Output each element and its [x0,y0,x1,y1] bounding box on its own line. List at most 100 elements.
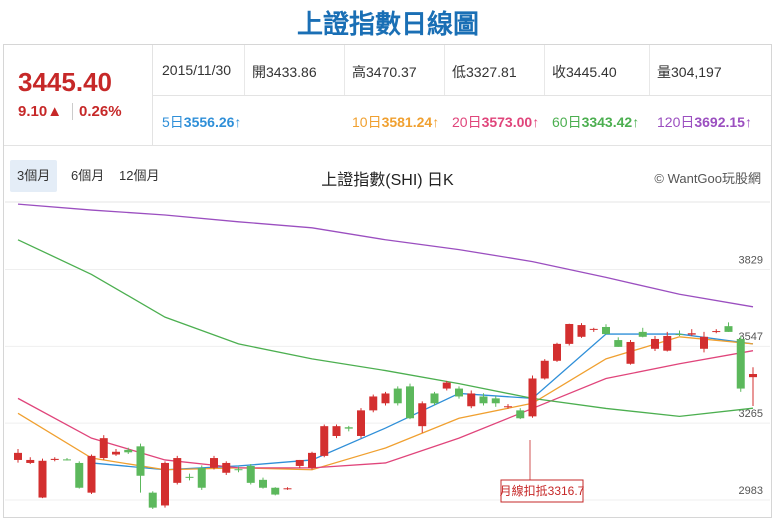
candle-body [528,378,537,417]
candle-body [308,452,316,468]
moving-average-line [17,239,754,418]
average-trend: ↑ [744,114,752,130]
candle-body [210,458,218,468]
field-value: 3327.81 [466,64,517,80]
chart-title: 上證指數(SHI) 日K [321,172,454,189]
average-field: 120日3692.15↑ [657,112,752,132]
divider [444,45,445,95]
field-label: 量 [657,64,671,80]
candle-body [418,403,427,427]
candle-body [381,393,390,404]
average-trend: ↑ [234,114,242,130]
candle-body [222,462,231,473]
average-value: 3692.15 [694,114,745,130]
candle-body [75,462,84,488]
candle-body [357,410,365,436]
candle-body [26,459,35,463]
average-field: 10日3581.24↑ [352,112,439,132]
candle-body [124,449,133,453]
candle-body [749,374,757,378]
average-value: 3556.26 [183,114,235,130]
candle-body [442,382,451,389]
candle-body [283,488,292,490]
average-label: 60日 [552,114,582,130]
price: 3445.40 [18,67,112,97]
average-trend: ↑ [432,114,440,130]
y-tick-label: 3265 [739,408,763,420]
candle-body [577,325,586,337]
average-value: 3581.24 [381,114,433,130]
candle-body [369,396,378,411]
field-value: 304,197 [671,64,722,80]
candle-body [479,396,488,404]
candle-body [675,334,684,336]
average-trend: ↑ [632,114,640,130]
candle-body [614,340,623,347]
credit[interactable]: © WantGoo玩股網 [654,171,761,186]
candle-body [626,341,635,364]
range-button[interactable]: 6個月 [71,168,105,183]
candle-body [234,469,243,471]
y-tick-label: 3829 [739,254,763,266]
candle-body [173,458,182,483]
average-trend: ↑ [532,114,540,130]
range-button[interactable]: 3個月 [10,160,58,192]
average-label: 10日 [352,114,382,130]
average-value: 3343.42 [581,114,633,130]
y-tick-label: 2983 [739,485,763,497]
percent: 0.26% [72,103,122,120]
average-field: 5日3556.26↑ [162,112,241,132]
field-value: 3470.37 [366,64,417,80]
candle-body [161,462,169,506]
field-label: 低 [452,64,466,80]
candle-body [565,323,574,344]
candle-body [320,426,329,456]
quote-row: 2015/11/30 開3433.86 高3470.37 低3327.81 收3445… [152,45,771,96]
annotation-box [500,479,584,503]
divider [649,45,650,95]
candle-body [467,393,476,407]
quote-field: 開3433.86 [252,62,317,82]
candle-body [38,460,47,498]
average-field: 20日3573.00↑ [452,112,539,132]
candle-body [14,452,22,460]
quote-field: 收3445.40 [552,62,617,82]
candle-body [651,338,659,349]
candle-body [332,426,341,436]
candle-body [663,335,672,351]
quote-field: 低3327.81 [452,62,517,82]
average-value: 3573.00 [481,114,533,130]
moving-average-line [17,203,754,308]
candle-body [430,393,439,404]
average-label: 120日 [657,114,695,130]
candle-body [553,343,561,361]
average-row: 5日3556.26↑ 10日3581.24↑ 20日3573.00↑ 60日3343.… [152,95,771,146]
candle-body [197,467,206,488]
candle-body [344,427,353,429]
divider [244,45,245,95]
candle-body [589,328,598,330]
candle-body [295,459,304,466]
candle-body [136,446,145,476]
candle-body [87,455,96,493]
field-label: 收 [552,64,566,80]
quote-panel: 3445.40 9.10▲ 0.26% 2015/11/30 開3433.86 高… [3,44,772,518]
quote-field: 量304,197 [657,62,722,82]
candle-body [50,458,59,460]
candle-body [185,476,194,478]
range-button[interactable]: 12個月 [119,168,160,183]
candle-body [638,331,647,337]
page-title: 上證指數日線圖 [296,9,479,39]
divider [544,45,545,95]
field-label: 高 [352,64,366,80]
candle-body [393,388,402,404]
toolbar: 3個月 6個月 12個月 上證指數(SHI) 日K © WantGoo玩股網 [4,146,771,198]
candle-body [602,326,610,335]
divider [344,45,345,95]
average-label: 20日 [452,114,482,130]
candle-body [271,487,280,495]
change: 9.10▲ [18,103,63,120]
candle-body [455,388,463,397]
